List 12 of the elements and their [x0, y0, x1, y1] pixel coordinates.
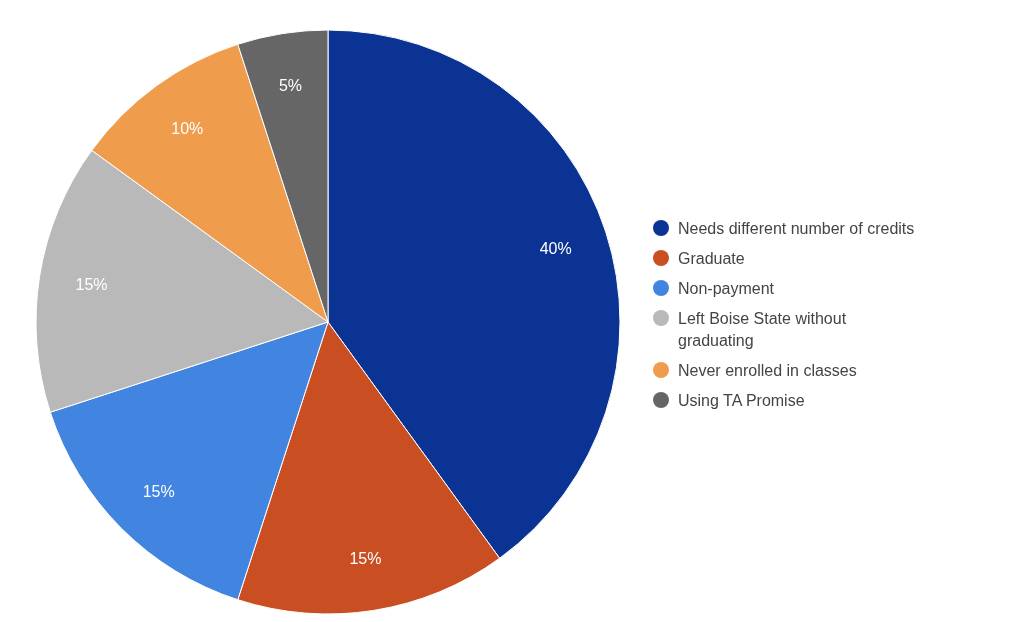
- data-label: 15%: [349, 549, 382, 567]
- data-label: 15%: [142, 482, 175, 500]
- legend-label: Non-payment: [678, 279, 775, 297]
- data-label: 15%: [75, 276, 108, 294]
- legend-label: Left Boise State without graduating: [678, 309, 847, 349]
- legend-label: Using TA Promise: [678, 391, 805, 409]
- legend-label: Needs different number of credits: [678, 219, 915, 237]
- legend-label: Never enrolled in classes: [678, 361, 857, 379]
- data-label: 40%: [539, 239, 572, 257]
- data-label: 10%: [171, 119, 204, 137]
- legend-label: Graduate: [678, 249, 745, 267]
- data-label: 5%: [278, 77, 303, 95]
